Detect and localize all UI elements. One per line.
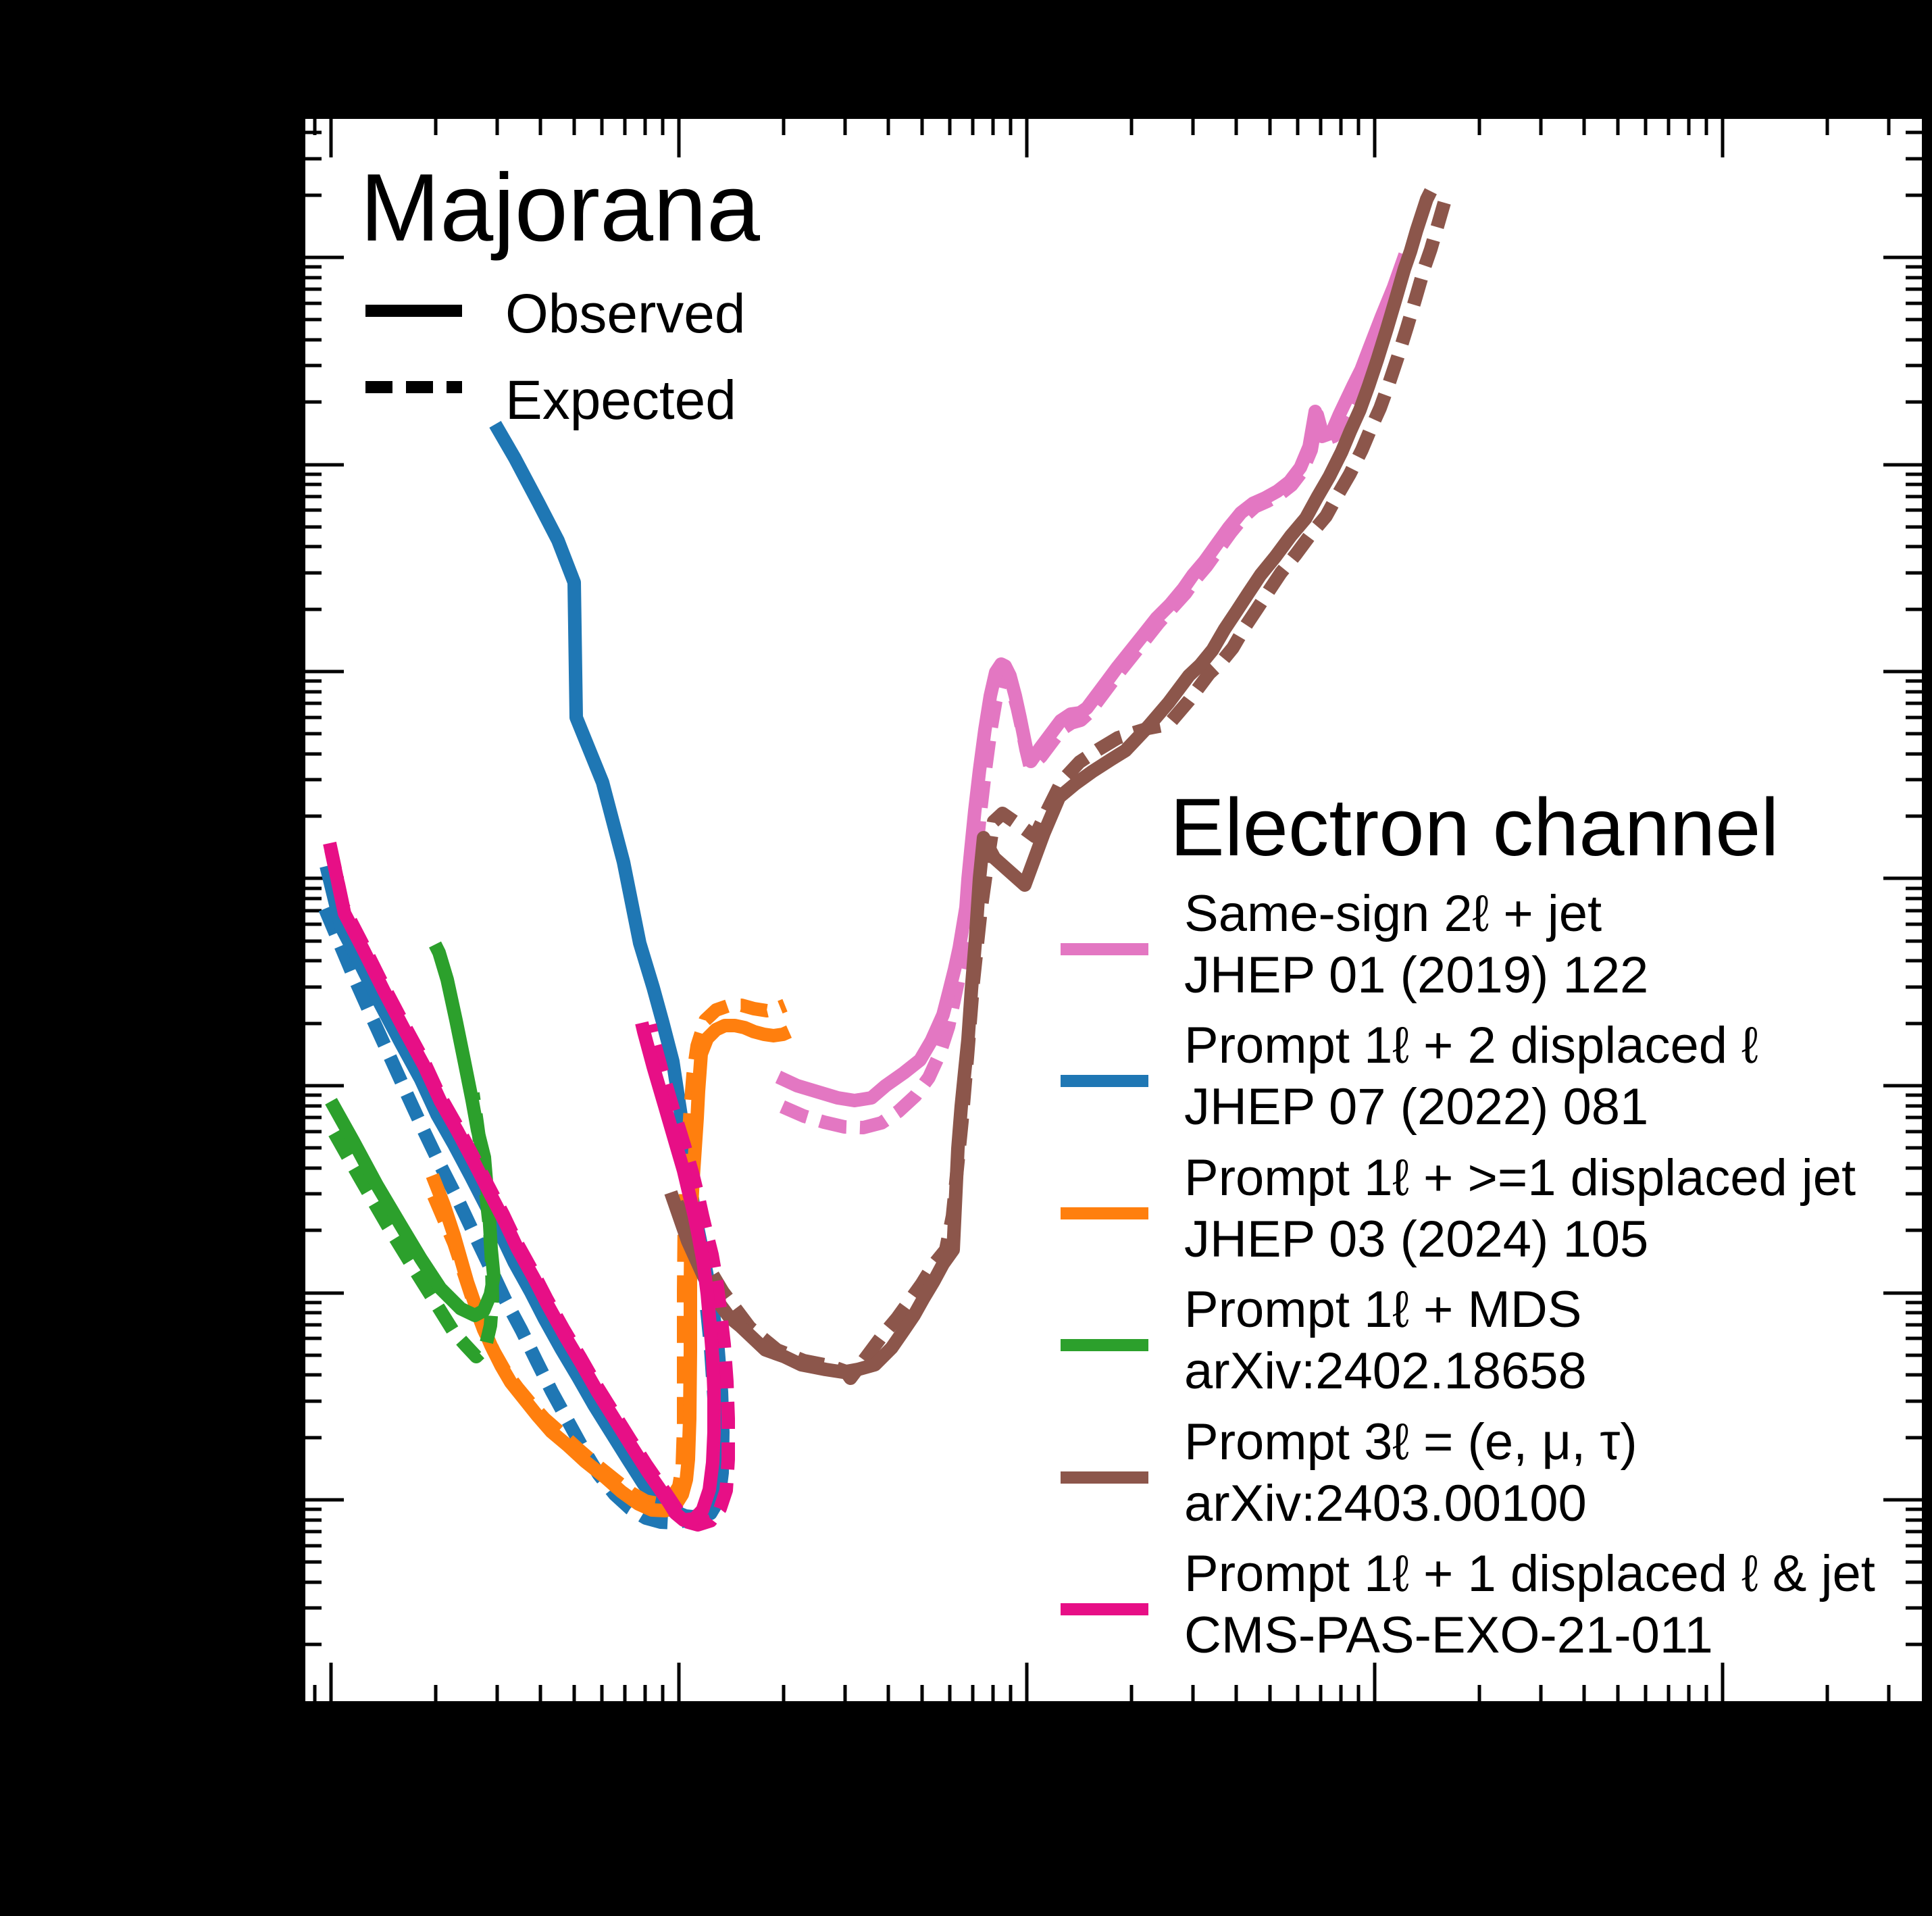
svg-text:arXiv:2402.18658: arXiv:2402.18658 bbox=[1184, 1342, 1587, 1400]
svg-text:CMS-PAS-EXO-21-011: CMS-PAS-EXO-21-011 bbox=[1184, 1607, 1713, 1664]
svg-text:JHEP 03 (2024) 105: JHEP 03 (2024) 105 bbox=[1184, 1211, 1648, 1268]
svg-text:JHEP 07 (2022) 081: JHEP 07 (2022) 081 bbox=[1184, 1078, 1648, 1136]
svg-text:Prompt 3ℓ = (e, μ, τ): Prompt 3ℓ = (e, μ, τ) bbox=[1184, 1413, 1637, 1471]
svg-text:Prompt 1ℓ + 2 displaced ℓ: Prompt 1ℓ + 2 displaced ℓ bbox=[1184, 1017, 1758, 1074]
svg-text:Prompt 1ℓ + 1 displaced ℓ & je: Prompt 1ℓ + 1 displaced ℓ & jet bbox=[1184, 1545, 1875, 1603]
svg-text:Prompt 1ℓ + >=1 displaced jet: Prompt 1ℓ + >=1 displaced jet bbox=[1184, 1149, 1856, 1207]
svg-text:Same-sign 2ℓ + jet: Same-sign 2ℓ + jet bbox=[1184, 885, 1602, 942]
svg-text:Electron channel: Electron channel bbox=[1170, 781, 1779, 873]
svg-text:arXiv:2403.00100: arXiv:2403.00100 bbox=[1184, 1475, 1587, 1532]
svg-text:Observed: Observed bbox=[505, 283, 746, 345]
svg-text:Majorana: Majorana bbox=[360, 154, 760, 261]
svg-text:Expected: Expected bbox=[505, 370, 736, 431]
svg-text:JHEP 01 (2019) 122: JHEP 01 (2019) 122 bbox=[1184, 947, 1648, 1004]
svg-text:Prompt 1ℓ + MDS: Prompt 1ℓ + MDS bbox=[1184, 1281, 1581, 1338]
